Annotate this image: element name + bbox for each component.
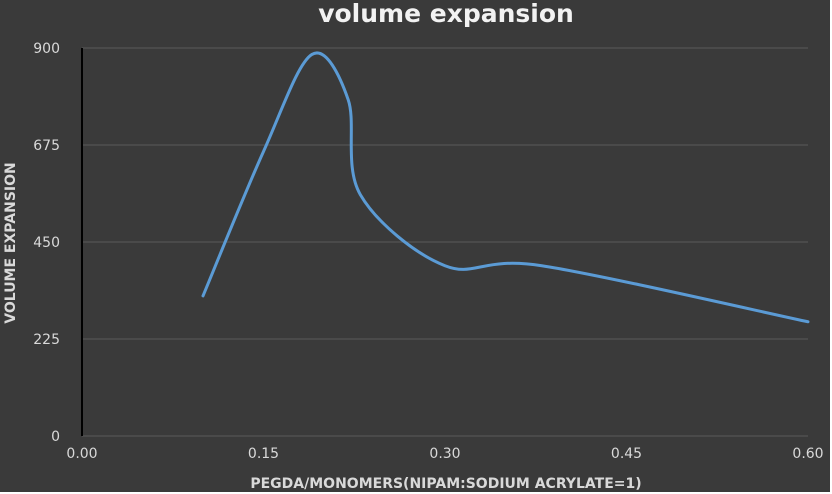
y-tick-label: 225 xyxy=(33,332,60,348)
y-tick-label: 900 xyxy=(33,41,60,57)
x-axis-label: PEGDA/MONOMERS(NIPAM:SODIUM ACRYLATE=1) xyxy=(250,476,641,492)
y-tick-label: 0 xyxy=(51,429,60,445)
x-tick-label: 0.45 xyxy=(611,446,642,462)
y-tick-labels: 0 225 450 675 900 xyxy=(33,41,60,445)
series-line xyxy=(201,51,810,324)
x-tick-label: 0.00 xyxy=(66,446,97,462)
x-tick-label: 0.60 xyxy=(792,446,823,462)
x-tick-labels: 0.00 0.15 0.30 0.45 0.60 xyxy=(66,446,823,462)
y-axis-label: VOLUME EXPANSION xyxy=(3,162,19,323)
chart-title: volume expansion xyxy=(318,0,574,28)
gridlines xyxy=(82,47,808,437)
y-tick-label: 675 xyxy=(33,138,60,154)
x-tick-label: 0.15 xyxy=(248,446,279,462)
y-tick-label: 450 xyxy=(33,235,60,251)
x-tick-label: 0.30 xyxy=(429,446,460,462)
